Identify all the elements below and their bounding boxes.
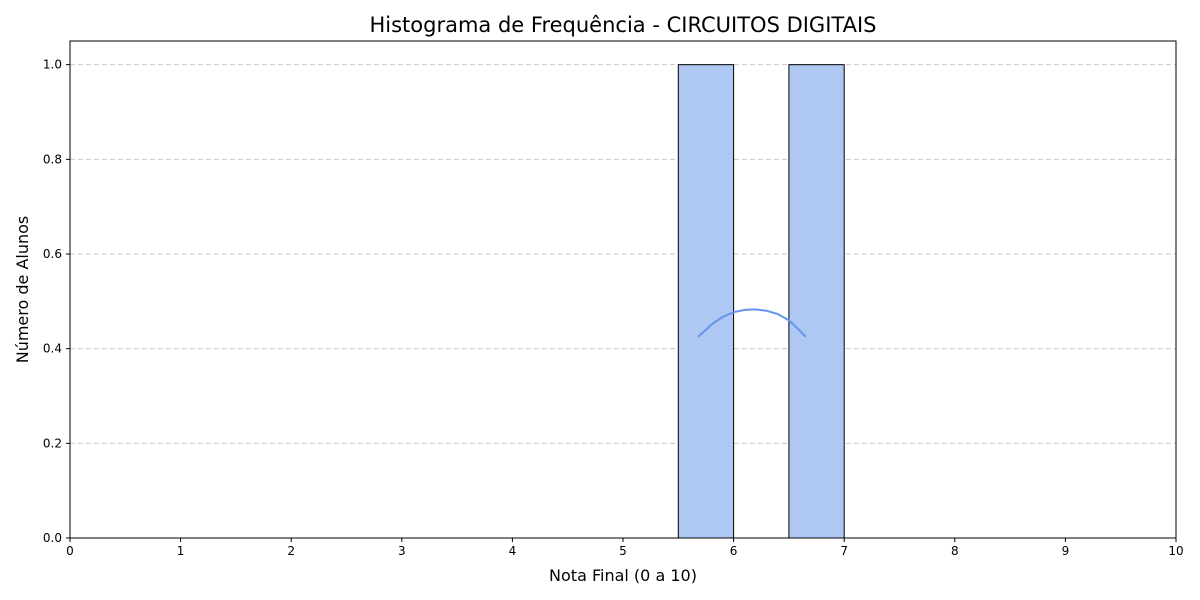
x-tick-label: 9 [1062, 544, 1070, 558]
y-tick-label: 0.2 [43, 436, 62, 450]
histogram-bar [677, 64, 735, 539]
histogram-bars [677, 64, 845, 539]
y-axis-ticks: 0.0 0.2 0.4 0.6 0.8 1.0 [43, 58, 70, 545]
y-tick-label: 0.0 [43, 531, 62, 545]
kde-curve [697, 308, 807, 338]
y-tick-label: 1.0 [43, 58, 62, 72]
x-tick-label: 10 [1168, 544, 1183, 558]
y-tick-label: 0.6 [43, 247, 62, 261]
y-axis-label: Número de Alunos [13, 216, 32, 364]
chart-title: Histograma de Frequência - CIRCUITOS DIG… [369, 13, 876, 37]
histogram-bar [788, 64, 845, 539]
y-tick-label: 0.8 [43, 152, 62, 166]
x-tick-label: 1 [177, 544, 185, 558]
x-tick-label: 3 [398, 544, 406, 558]
plot-frame [69, 40, 1177, 539]
x-tick-label: 7 [840, 544, 848, 558]
x-tick-label: 6 [730, 544, 738, 558]
x-tick-label: 0 [66, 544, 74, 558]
x-axis-label: Nota Final (0 a 10) [549, 566, 697, 585]
x-tick-label: 5 [619, 544, 627, 558]
y-gridlines [70, 64, 1176, 444]
x-axis-ticks: 0 1 2 3 4 5 6 7 8 9 10 [66, 538, 1184, 558]
y-tick-label: 0.4 [43, 342, 62, 356]
x-tick-label: 2 [287, 544, 295, 558]
x-tick-label: 4 [509, 544, 517, 558]
x-tick-label: 8 [951, 544, 959, 558]
